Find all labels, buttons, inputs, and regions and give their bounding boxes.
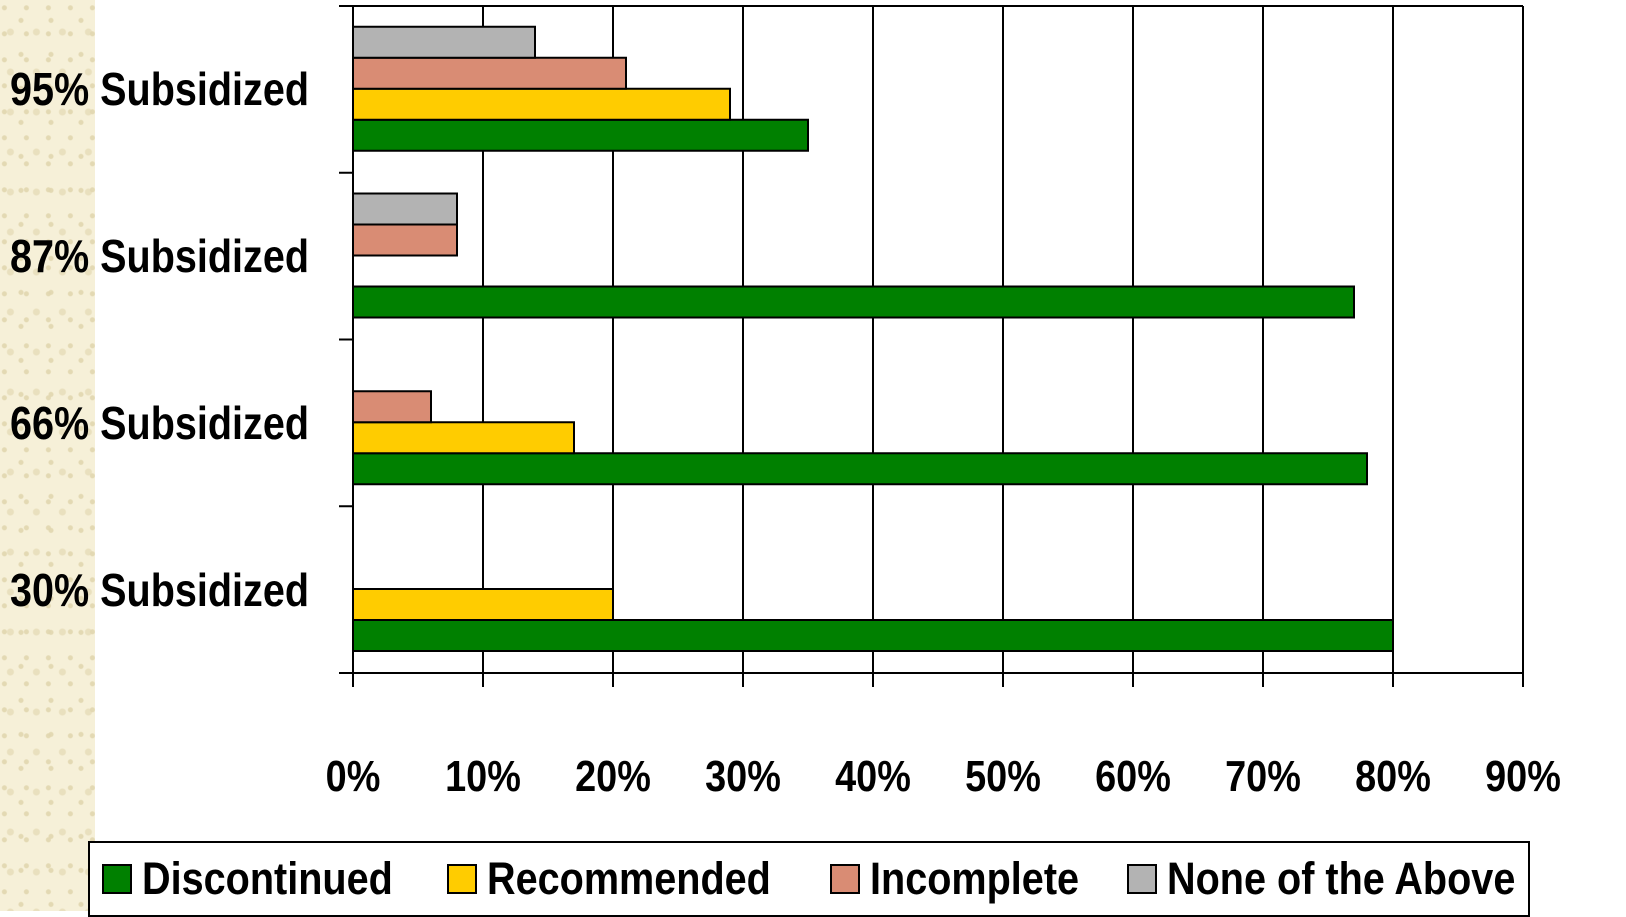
legend-label: Recommended xyxy=(487,853,771,904)
bar-incomplete xyxy=(352,56,627,90)
category-label: 30% Subsidized xyxy=(10,563,309,616)
bar-discontinued xyxy=(352,619,1394,652)
x-tick-label: 30% xyxy=(705,752,781,801)
bar-incomplete xyxy=(352,390,432,424)
axes xyxy=(339,5,1524,687)
legend-swatch xyxy=(447,864,478,894)
legend-label: None of the Above xyxy=(1167,853,1516,904)
legend-item: Recommended xyxy=(447,853,810,905)
legend-swatch xyxy=(829,864,860,894)
x-tick-label: 50% xyxy=(965,752,1041,801)
bars xyxy=(352,25,1394,652)
legend-swatch xyxy=(102,864,132,894)
bar-discontinued xyxy=(352,118,809,152)
bar-recommended xyxy=(352,588,614,621)
legend-item: None of the Above xyxy=(1127,853,1563,905)
category-label: 87% Subsidized xyxy=(10,230,309,283)
decorative-texture-strip xyxy=(0,0,95,911)
x-tick-label: 60% xyxy=(1095,752,1171,801)
x-tick-label: 90% xyxy=(1485,752,1561,801)
legend-label: Incomplete xyxy=(869,853,1079,904)
grid-lines xyxy=(353,5,1524,673)
category-label: 95% Subsidized xyxy=(10,63,309,116)
legend-label: Discontinued xyxy=(142,853,393,904)
legend-swatch xyxy=(1127,864,1158,894)
bar-recommended xyxy=(352,87,731,121)
x-tick-label: 80% xyxy=(1355,752,1431,801)
bar-none-of-the-above xyxy=(352,192,458,226)
category-label: 66% Subsidized xyxy=(10,396,309,449)
x-tick-label: 20% xyxy=(575,752,651,801)
bar-discontinued xyxy=(352,452,1368,486)
legend: Discontinued Recommended Incomplete None of… xyxy=(88,841,1530,917)
bar-incomplete xyxy=(352,223,458,257)
legend-item: Discontinued xyxy=(102,853,427,905)
bar-recommended xyxy=(352,421,575,455)
x-tick-label: 40% xyxy=(835,752,911,801)
legend-item: Incomplete xyxy=(829,853,1108,905)
x-tick-label: 10% xyxy=(445,752,521,801)
bar-none-of-the-above xyxy=(352,25,536,59)
x-tick-label: 70% xyxy=(1225,752,1301,801)
bar-discontinued xyxy=(352,285,1355,319)
x-tick-label: 0% xyxy=(325,752,381,801)
